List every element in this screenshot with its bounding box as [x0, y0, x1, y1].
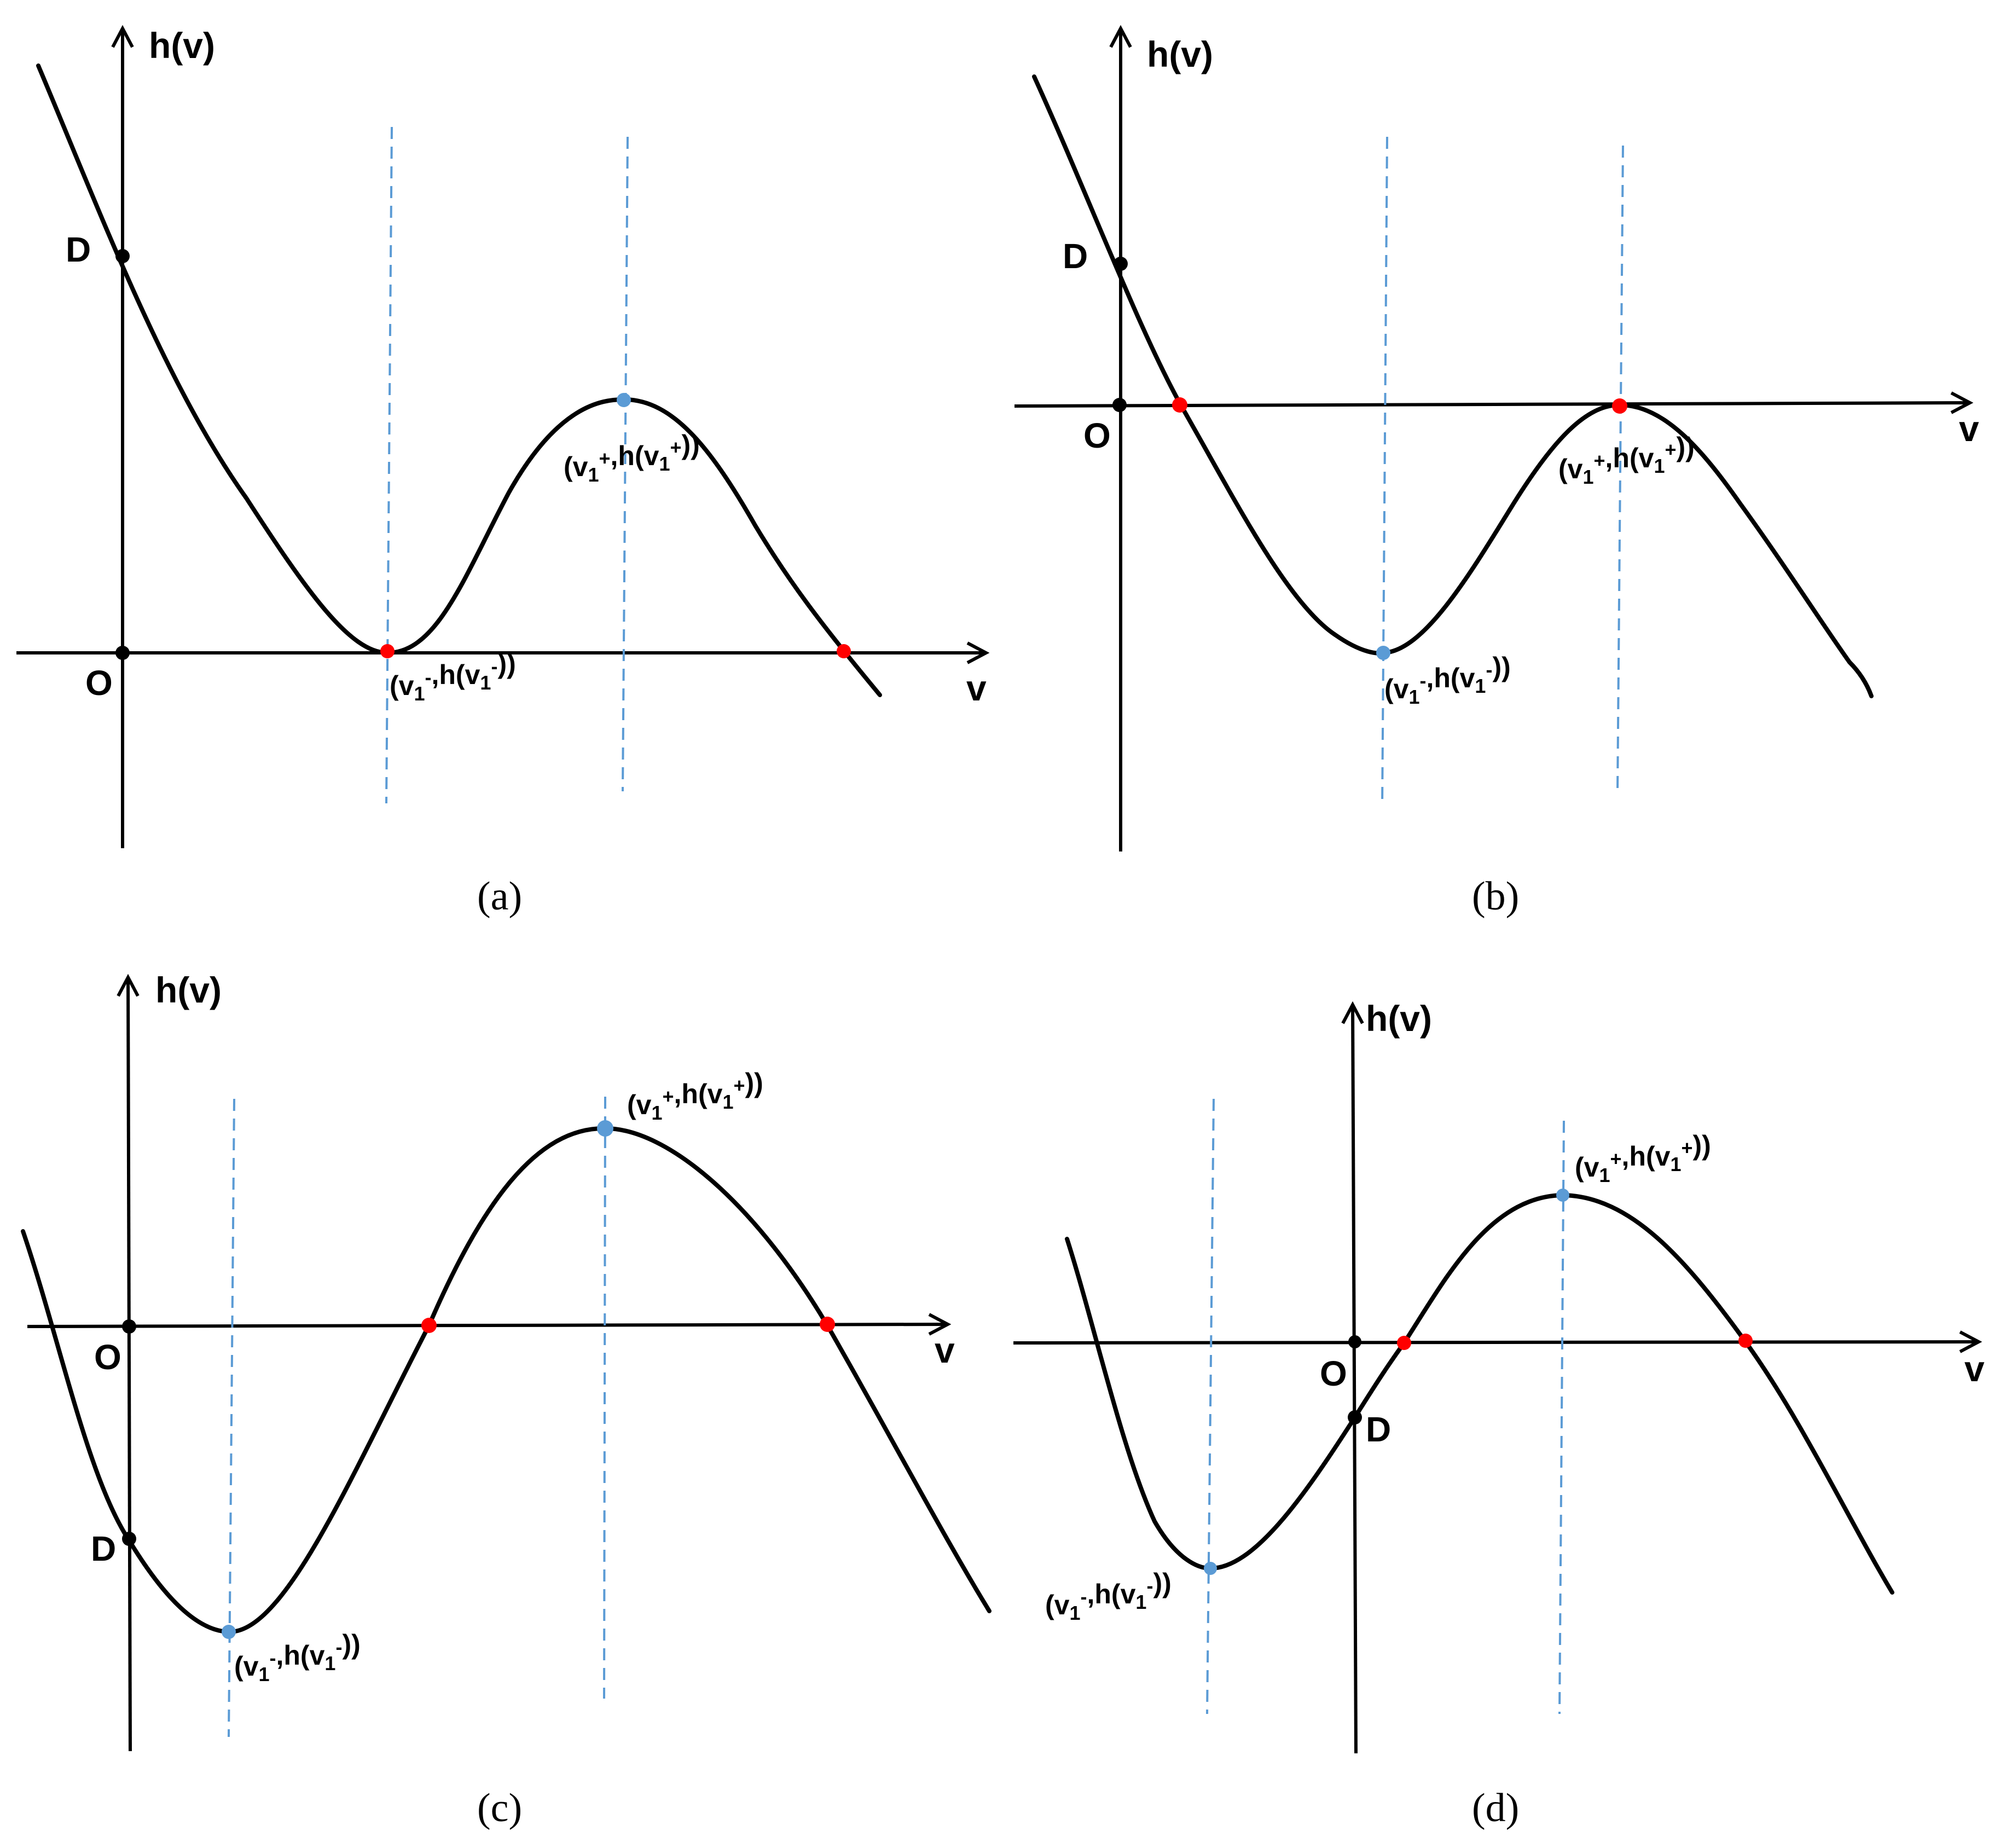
min-point-label: (v1-,h(v1-)) [234, 1629, 361, 1685]
x-axis-label: v [966, 668, 987, 708]
guide-line-min [1381, 136, 1388, 807]
panel-caption: (a) [477, 874, 522, 919]
max-point-label: (v1+,h(v1+)) [1558, 432, 1695, 488]
intercept-point [122, 1532, 136, 1546]
max-point-label: (v1+,h(v1+)) [1575, 1130, 1711, 1186]
root-point [1172, 397, 1187, 413]
guide-line-min [1206, 1098, 1215, 1714]
x-axis-label: v [1959, 408, 1979, 449]
curve [1032, 74, 1874, 698]
x-axis-arrowhead [1959, 1330, 1982, 1353]
min-point [1204, 1562, 1217, 1575]
panel-caption: (b) [1472, 874, 1519, 919]
curve [36, 63, 882, 697]
root-point [1738, 1334, 1753, 1348]
curve [1065, 1193, 1894, 1595]
panel-d: h(v) v O D (v1-,h(v1-)) (v1+,h(v1+)) (d) [1013, 998, 1985, 1830]
y-axis [1351, 1004, 1358, 1754]
min-point [222, 1625, 236, 1639]
x-axis [1014, 401, 1969, 408]
max-point-label: (v1+,h(v1+)) [564, 430, 700, 486]
min-point-label: (v1-,h(v1-)) [1045, 1568, 1172, 1624]
max-point [1556, 1189, 1569, 1202]
intercept-label: D [1366, 1410, 1391, 1449]
x-axis [27, 1323, 947, 1328]
guide-line-max [1558, 1120, 1565, 1714]
x-axis-arrowhead [966, 641, 990, 664]
y-axis-arrowhead [1109, 25, 1132, 48]
origin-point [122, 1319, 136, 1334]
intercept-point [1114, 257, 1128, 271]
y-axis-label: h(v) [1366, 998, 1432, 1039]
root-point [1397, 1336, 1411, 1350]
x-axis-arrowhead [1950, 391, 1974, 414]
x-axis [1013, 1340, 1978, 1345]
min-point-label: (v1-,h(v1-)) [390, 648, 516, 705]
panel-c: h(v) v O D (v1-,h(v1-)) (v1+,h(v1+)) (c) [21, 970, 992, 1830]
intercept-point [115, 249, 130, 263]
origin-point [115, 646, 130, 660]
guide-line-max [603, 1096, 606, 1699]
root-point [820, 1317, 835, 1332]
origin-label: O [1083, 416, 1111, 455]
intercept-label: D [1063, 236, 1088, 276]
y-axis-arrowhead [117, 974, 140, 997]
max-point [1612, 398, 1627, 414]
panel-caption: (d) [1472, 1786, 1519, 1830]
origin-label: O [1320, 1354, 1347, 1393]
y-axis-arrowhead [111, 25, 134, 48]
origin-point [1112, 398, 1127, 412]
origin-point [1348, 1335, 1361, 1348]
y-axis-label: h(v) [149, 25, 215, 66]
y-axis-label: h(v) [1147, 34, 1213, 74]
max-point [597, 1120, 613, 1137]
min-point [1376, 646, 1390, 660]
max-point [617, 393, 631, 407]
x-axis-label: v [1964, 1348, 1985, 1389]
min-point-label: (v1-,h(v1-)) [1384, 652, 1511, 708]
origin-label: O [94, 1337, 121, 1377]
intercept-label: D [66, 230, 91, 269]
origin-label: O [85, 663, 113, 703]
min-point [380, 644, 395, 658]
x-axis-arrowhead [928, 1313, 952, 1336]
panel-caption: (c) [477, 1786, 522, 1830]
guide-line-max [1616, 145, 1624, 794]
guide-line-min [385, 126, 393, 804]
max-point-label: (v1+,h(v1+)) [627, 1068, 763, 1124]
x-axis-label: v [935, 1330, 955, 1370]
intercept-label: D [91, 1529, 116, 1568]
y-axis-arrowhead [1341, 1001, 1364, 1024]
intercept-point [1348, 1410, 1362, 1424]
y-axis [126, 977, 132, 1752]
panel-a: h(v) v O D (v1-,h(v1-)) (v1+,h(v1+)) (a) [16, 25, 990, 919]
root-point [421, 1318, 437, 1333]
root-point [837, 644, 851, 658]
guide-line-max [622, 136, 629, 792]
curve [21, 1126, 992, 1635]
y-axis-label: h(v) [155, 970, 222, 1010]
panel-b: h(v) v O D (v1-,h(v1-)) (v1+,h(v1+)) (b) [1014, 25, 1979, 919]
guide-line-min [228, 1098, 235, 1737]
